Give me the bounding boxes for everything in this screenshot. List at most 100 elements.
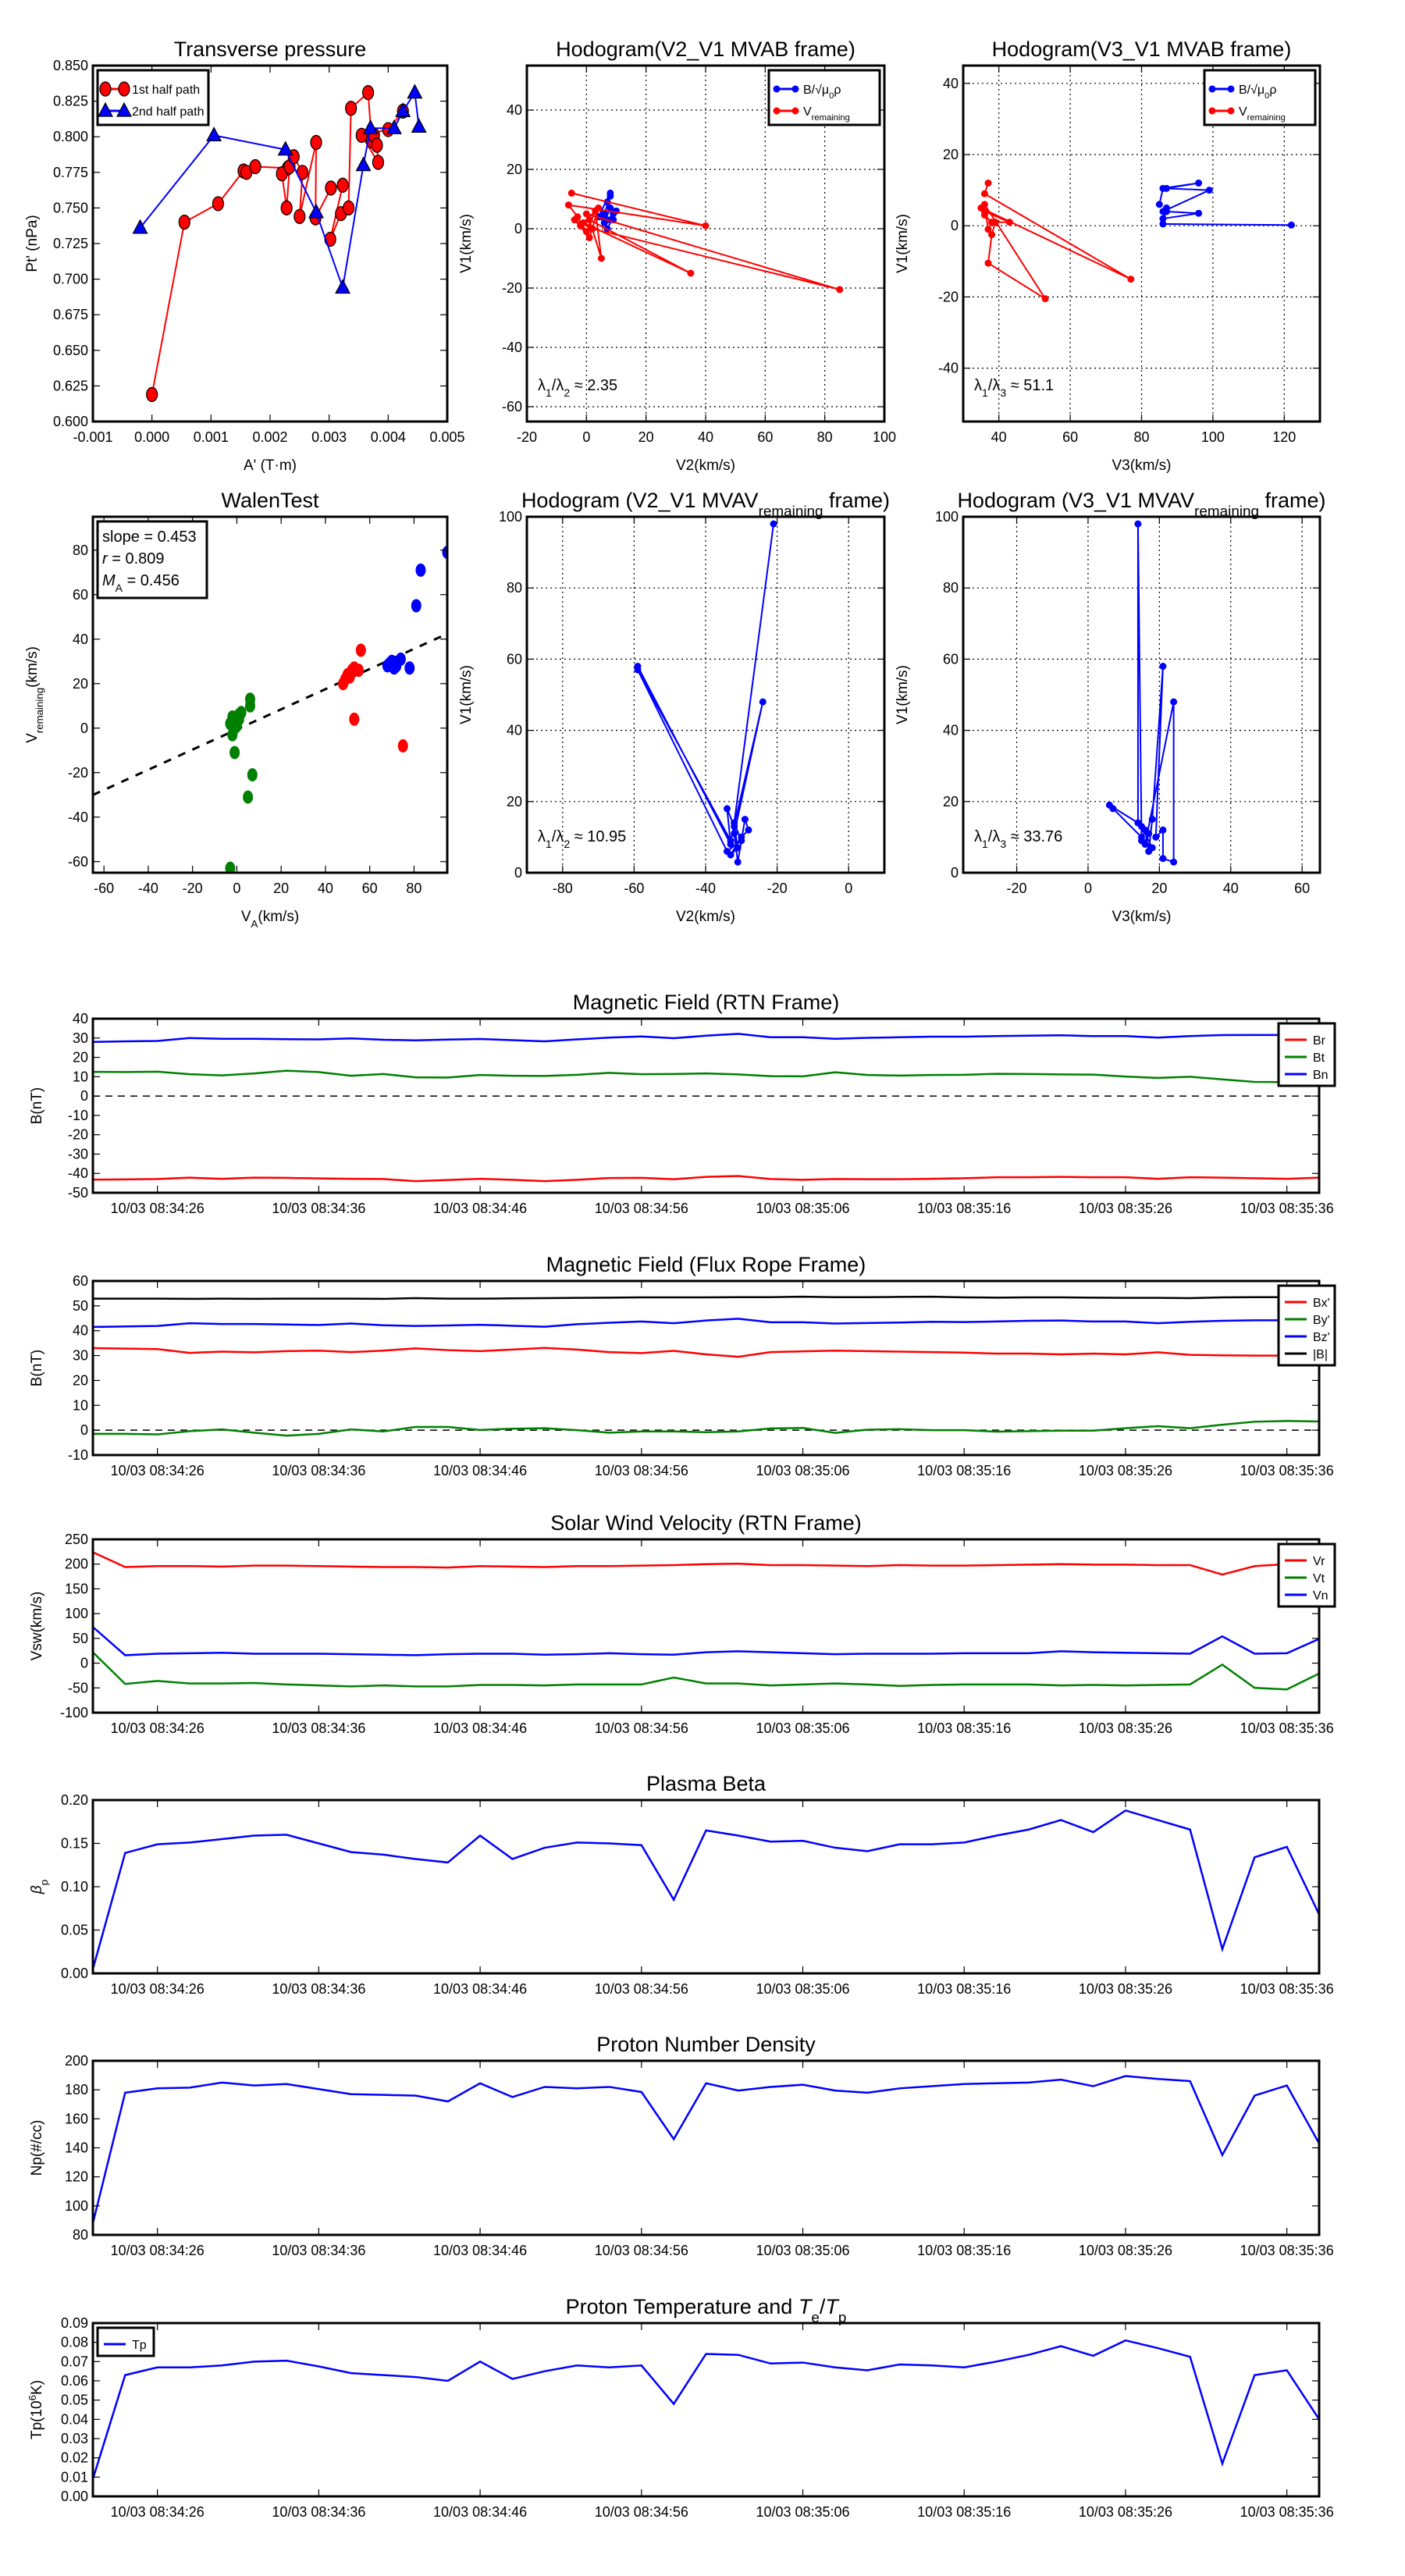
legend-item: Bx' (1285, 1297, 1330, 1310)
point-marker (415, 563, 426, 577)
fit-stat-line: slope = 0.453 (102, 528, 197, 546)
y-tick-label: 0.09 (61, 2315, 88, 2331)
x-tick-label: 10/03 08:35:26 (1079, 1981, 1172, 1997)
x-tick-label: 10/03 08:34:56 (595, 1201, 688, 1216)
y-tick-label: 0.02 (61, 2450, 88, 2466)
circle-marker (249, 158, 261, 175)
legend-item: B/√μ0ρ (773, 84, 841, 101)
x-tick-label: 10/03 08:35:06 (756, 1463, 849, 1478)
y-tick-label: 80 (73, 543, 88, 558)
x-tick-label: 10/03 08:34:36 (272, 1720, 365, 1736)
dot-marker (734, 858, 742, 866)
series-line (93, 1318, 1319, 1329)
x-tick-label: 10/03 08:35:16 (917, 1981, 1011, 1997)
triangle-marker (308, 203, 325, 219)
x-axis-label: V2(km/s) (676, 909, 735, 925)
circle-marker (372, 155, 385, 170)
legend-label: Vt (1313, 1572, 1325, 1585)
legend-label: Tp (132, 2339, 147, 2352)
x-tick-label: 60 (362, 881, 378, 896)
plot-content (977, 179, 1295, 303)
y-axis-label: V1(km/s) (458, 665, 475, 724)
y-tick-label: 0.08 (61, 2335, 88, 2350)
series-tp (93, 2339, 1319, 2480)
dot-marker (585, 233, 593, 241)
dot-marker (980, 208, 988, 215)
circle-marker (336, 177, 349, 193)
series-bn (93, 1033, 1319, 1043)
chart-plasma-beta: 10/03 08:34:26 10/03 08:34:36 10/03 08:34:… (29, 1772, 1334, 1997)
x-tick-label: 10/03 08:34:36 (272, 2504, 365, 2520)
y-axis-label: Np(#/cc) (29, 2120, 45, 2176)
x-tick-label: 10/03 08:34:26 (111, 2504, 205, 2520)
y-tick-label: 40 (943, 723, 959, 738)
axes-frame (91, 1279, 1321, 1457)
chart-transverse-pressure: -0.001 0.000 0.001 0.002 0.003 0.004 0.005 0.60… (24, 37, 465, 474)
x-tick-label: 10/03 08:34:26 (111, 2243, 205, 2258)
legend-item: Vn (1285, 1589, 1329, 1603)
x-tick-label: 10/03 08:35:16 (917, 1463, 1011, 1478)
dot-marker (1145, 830, 1153, 838)
eigenvalue-ratio-annotation: λ1/λ3 ≈ 51.1 (974, 377, 1054, 399)
plot-content (93, 546, 447, 873)
y-tick-label: -10 (68, 1447, 88, 1463)
chart-title: Proton Temperature and Te/Tp (566, 2295, 847, 2326)
x-tick-label: 0 (233, 881, 240, 896)
series-path (634, 520, 777, 866)
x-tick-label: -20 (183, 881, 203, 896)
x-tick-label: 0.000 (134, 429, 169, 445)
plot-area (93, 2061, 1319, 2235)
y-tick-label: 50 (73, 1631, 88, 1646)
x-tick-label: 80 (406, 881, 422, 896)
dot-marker (723, 848, 731, 856)
dot-marker (577, 222, 585, 229)
series-line (93, 1295, 1319, 1300)
chart-title: Hodogram(V2_V1 MVAB frame) (556, 37, 855, 61)
y-axis-label: V1(km/s) (458, 214, 475, 273)
x-axis-label: V2(km/s) (676, 457, 735, 474)
y-tick-label: 0 (80, 1422, 88, 1438)
chart-hodogram-v3-v1-mvab: 40 60 80 100 120 -40 -20 0 20 40 Hodogram(V3_V1 MV… (895, 37, 1321, 474)
dot-marker (727, 837, 735, 845)
plot-content (634, 520, 777, 866)
x-tick-label: 10/03 08:35:36 (1240, 2243, 1334, 2258)
dot-marker (791, 85, 799, 93)
series-series-1 (977, 179, 1135, 303)
legend: B/√μ0ρ Vremaining (1203, 69, 1317, 126)
legend: Tp (96, 2326, 155, 2357)
dot-marker (702, 222, 710, 229)
plot-area (93, 1800, 1319, 1973)
y-axis-label: Vremaining(km/s) (24, 646, 45, 743)
legend: B/√μ0ρ Vremaining (767, 69, 881, 126)
y-tick-label: 0.20 (61, 1792, 88, 1808)
dot-marker (589, 225, 596, 233)
triangle-marker (395, 102, 411, 117)
dot-marker (1162, 184, 1170, 192)
point-marker (229, 745, 240, 760)
dot-marker (738, 837, 745, 845)
plot-area (93, 2323, 1319, 2496)
x-tick-label: 10/03 08:34:56 (595, 1463, 688, 1478)
legend-box (1203, 69, 1317, 126)
y-tick-label: 180 (65, 2082, 88, 2097)
y-tick-label: 0.675 (53, 307, 88, 322)
x-tick-label: -0.001 (73, 429, 112, 445)
dot-marker (1148, 816, 1156, 824)
y-tick-label: 40 (73, 632, 88, 647)
fit-stat-line: r = 0.809 (102, 550, 165, 568)
dot-marker (585, 216, 593, 224)
y-tick-label: -20 (68, 765, 88, 781)
series-vr (93, 1551, 1319, 1576)
y-tick-label: -100 (60, 1705, 88, 1720)
dot-marker (991, 219, 999, 226)
x-tick-label: 10/03 08:34:46 (433, 1201, 527, 1216)
x-axis-label: A' (T·m) (244, 457, 297, 474)
dot-marker (1159, 663, 1167, 671)
y-tick-label: 80 (507, 580, 522, 596)
legend-label: Bz' (1313, 1331, 1330, 1344)
legend-box (1277, 1022, 1336, 1087)
y-tick-label: 0.800 (53, 129, 88, 144)
eigenvalue-ratio-annotation: λ1/λ3 ≈ 33.76 (974, 828, 1062, 850)
